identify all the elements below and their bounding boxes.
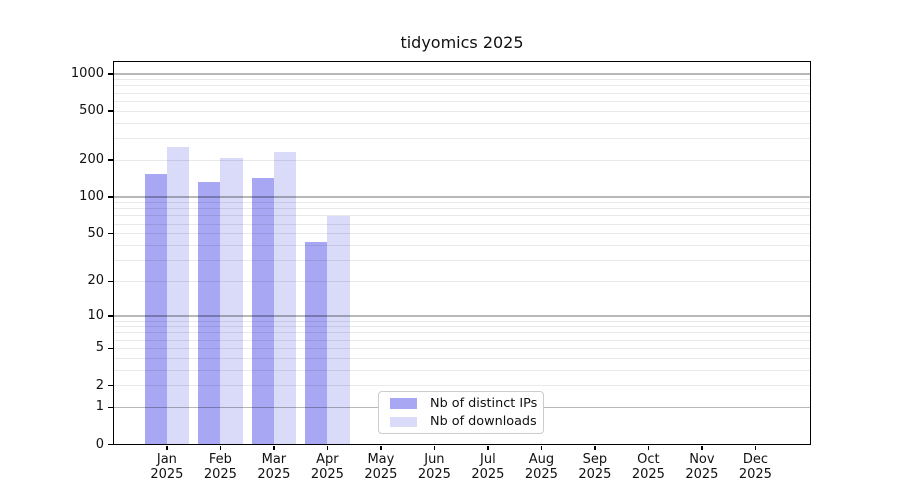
y-tick-mark (108, 315, 113, 317)
bar-downloads-feb (220, 158, 243, 445)
legend-item-downloads: Nb of downloads (383, 413, 539, 432)
x-tick-label: Feb 2025 (203, 451, 237, 483)
y-tick-label: 2 (95, 377, 104, 393)
y-tick-mark (108, 347, 113, 350)
y-tick-mark (108, 406, 113, 409)
bar-downloads-jan (166, 146, 190, 445)
y-tick-mark (108, 159, 113, 161)
legend-swatch-downloads (390, 416, 417, 427)
x-tick-mark (487, 445, 489, 450)
y-tick-label: 100 (79, 188, 104, 204)
y-tick-label: 50 (87, 225, 104, 241)
y-tick-label: 1 (95, 399, 104, 415)
x-tick-label: Jun 2025 (417, 451, 451, 483)
legend-label-downloads: Nb of downloads (430, 414, 537, 430)
x-tick-label: Mar 2025 (257, 451, 291, 483)
y-tick-mark (108, 443, 113, 446)
x-tick-mark (540, 445, 543, 450)
y-tick-mark (108, 110, 113, 112)
x-tick-mark (433, 445, 436, 450)
x-tick-label: Jul 2025 (471, 451, 505, 483)
x-tick-label: Dec 2025 (738, 451, 772, 483)
x-tick-label: Oct 2025 (631, 451, 665, 483)
x-tick-label: May 2025 (364, 451, 398, 483)
bar-distinct-ips-feb (198, 181, 221, 445)
x-tick-label: Jan 2025 (150, 451, 184, 483)
x-tick-mark (594, 445, 596, 450)
y-tick-mark (108, 233, 113, 235)
x-tick-label: Sep 2025 (578, 451, 612, 483)
bar-downloads-apr (327, 215, 350, 445)
x-tick-mark (754, 445, 757, 450)
y-tick-label: 200 (79, 152, 104, 168)
bar-distinct-ips-apr (305, 241, 328, 445)
bars-layer (113, 61, 811, 445)
y-tick-mark (108, 73, 113, 75)
x-tick-mark (701, 445, 703, 450)
y-tick-label: 1000 (70, 65, 104, 81)
y-tick-label: 20 (87, 273, 104, 289)
legend-label-distinct-ips: Nb of distinct IPs (430, 395, 538, 411)
chart-title: tidyomics 2025 (400, 33, 524, 52)
legend: Nb of distinct IPs Nb of downloads (378, 391, 544, 434)
x-tick-mark (273, 445, 275, 450)
x-tick-mark (326, 445, 329, 450)
x-tick-mark (219, 445, 222, 450)
y-tick-label: 5 (95, 340, 104, 356)
bar-distinct-ips-jan (144, 173, 167, 445)
x-tick-label: Apr 2025 (310, 451, 344, 483)
x-tick-label: Nov 2025 (685, 451, 719, 483)
legend-swatch-distinct-ips (390, 398, 417, 409)
legend-item-distinct-ips: Nb of distinct IPs (383, 394, 539, 413)
x-tick-mark (166, 445, 168, 450)
y-tick-mark (108, 280, 113, 282)
x-tick-label: Aug 2025 (524, 451, 558, 483)
y-tick-label: 0 (95, 436, 104, 452)
y-tick-mark (108, 384, 113, 387)
bar-distinct-ips-mar (251, 177, 274, 445)
y-tick-label: 500 (79, 103, 104, 119)
x-tick-mark (380, 445, 382, 450)
x-tick-mark (647, 445, 650, 450)
bar-downloads-mar (273, 151, 297, 445)
y-tick-mark (108, 196, 113, 198)
y-tick-label: 10 (87, 307, 104, 323)
